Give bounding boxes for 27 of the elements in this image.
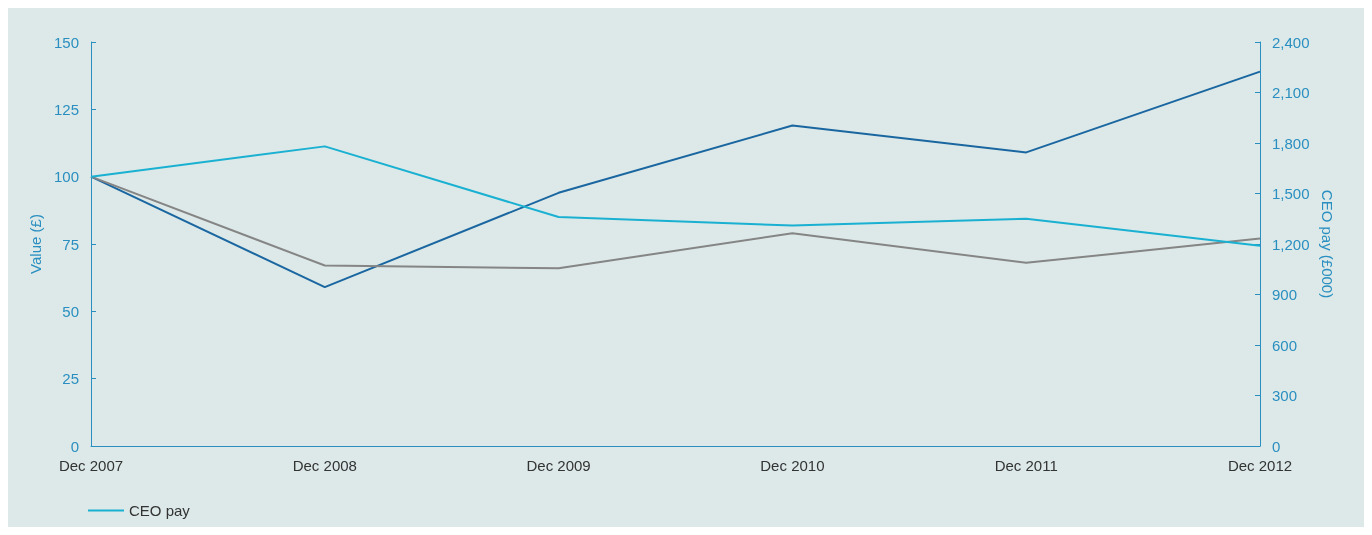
x-tick-label: Dec 2009	[526, 457, 591, 474]
y2-tick-label: 0	[1272, 437, 1281, 455]
y-axis-title: Value (£)	[27, 214, 45, 274]
y-tick-label: 100	[53, 168, 79, 186]
y2-tick-label: 1,500	[1272, 185, 1310, 202]
y2-tick-label: 300	[1272, 387, 1298, 404]
y2-tick-label: 1,800	[1272, 134, 1310, 152]
y-tick-label: 0	[70, 437, 79, 455]
y-tick-label: 75	[62, 235, 79, 253]
y2-tick-label: 1,200	[1272, 235, 1310, 253]
x-tick-label: Dec 2008	[292, 457, 357, 474]
y-tick-label: 150	[53, 33, 79, 51]
line-series	[90, 145, 1261, 247]
y2-tick-label: 2,100	[1272, 84, 1310, 101]
line-series	[90, 175, 1261, 270]
y-tick-label: 25	[62, 370, 79, 388]
y2-tick-label: 600	[1272, 336, 1298, 354]
y2-axis-title: CEO pay (£000)	[1319, 189, 1337, 299]
y2-tick-label: 2,400	[1272, 33, 1310, 51]
x-tick-label: Dec 2010	[760, 457, 825, 474]
y-tick-label: 125	[53, 100, 79, 118]
y-tick-label: 50	[62, 302, 79, 320]
x-tick-label: Dec 2007	[58, 457, 124, 474]
y2-tick-label: 900	[1272, 286, 1298, 303]
legend-label: CEO pay	[129, 502, 191, 519]
x-tick-label: Dec 2012	[1227, 457, 1293, 474]
x-tick-label: Dec 2011	[994, 457, 1058, 474]
